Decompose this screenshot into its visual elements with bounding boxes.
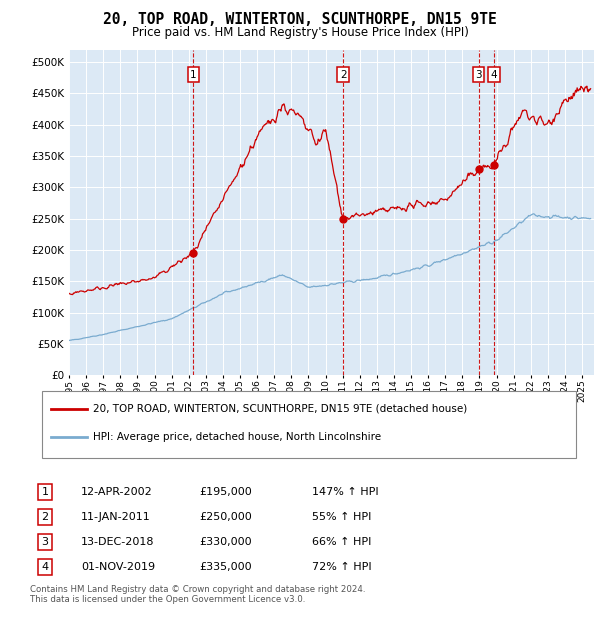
Text: Price paid vs. HM Land Registry's House Price Index (HPI): Price paid vs. HM Land Registry's House … bbox=[131, 26, 469, 39]
Text: £335,000: £335,000 bbox=[199, 562, 252, 572]
Text: 01-NOV-2019: 01-NOV-2019 bbox=[81, 562, 155, 572]
Text: 3: 3 bbox=[41, 537, 49, 547]
Text: 2: 2 bbox=[340, 69, 346, 79]
Text: 20, TOP ROAD, WINTERTON, SCUNTHORPE, DN15 9TE: 20, TOP ROAD, WINTERTON, SCUNTHORPE, DN1… bbox=[103, 12, 497, 27]
Text: 72% ↑ HPI: 72% ↑ HPI bbox=[312, 562, 371, 572]
Text: 2: 2 bbox=[41, 512, 49, 522]
Text: 13-DEC-2018: 13-DEC-2018 bbox=[81, 537, 155, 547]
Text: £250,000: £250,000 bbox=[199, 512, 252, 522]
Text: 147% ↑ HPI: 147% ↑ HPI bbox=[312, 487, 379, 497]
Text: 1: 1 bbox=[190, 69, 197, 79]
Text: 20, TOP ROAD, WINTERTON, SCUNTHORPE, DN15 9TE (detached house): 20, TOP ROAD, WINTERTON, SCUNTHORPE, DN1… bbox=[93, 404, 467, 414]
Text: 1: 1 bbox=[41, 487, 49, 497]
Text: 66% ↑ HPI: 66% ↑ HPI bbox=[312, 537, 371, 547]
Text: 55% ↑ HPI: 55% ↑ HPI bbox=[312, 512, 371, 522]
Text: 12-APR-2002: 12-APR-2002 bbox=[81, 487, 153, 497]
Text: Contains HM Land Registry data © Crown copyright and database right 2024.
This d: Contains HM Land Registry data © Crown c… bbox=[30, 585, 365, 604]
Text: HPI: Average price, detached house, North Lincolnshire: HPI: Average price, detached house, Nort… bbox=[93, 433, 381, 443]
Text: £195,000: £195,000 bbox=[199, 487, 252, 497]
Text: 4: 4 bbox=[41, 562, 49, 572]
Text: 4: 4 bbox=[490, 69, 497, 79]
Text: 11-JAN-2011: 11-JAN-2011 bbox=[81, 512, 151, 522]
Text: £330,000: £330,000 bbox=[199, 537, 252, 547]
Text: 3: 3 bbox=[475, 69, 482, 79]
